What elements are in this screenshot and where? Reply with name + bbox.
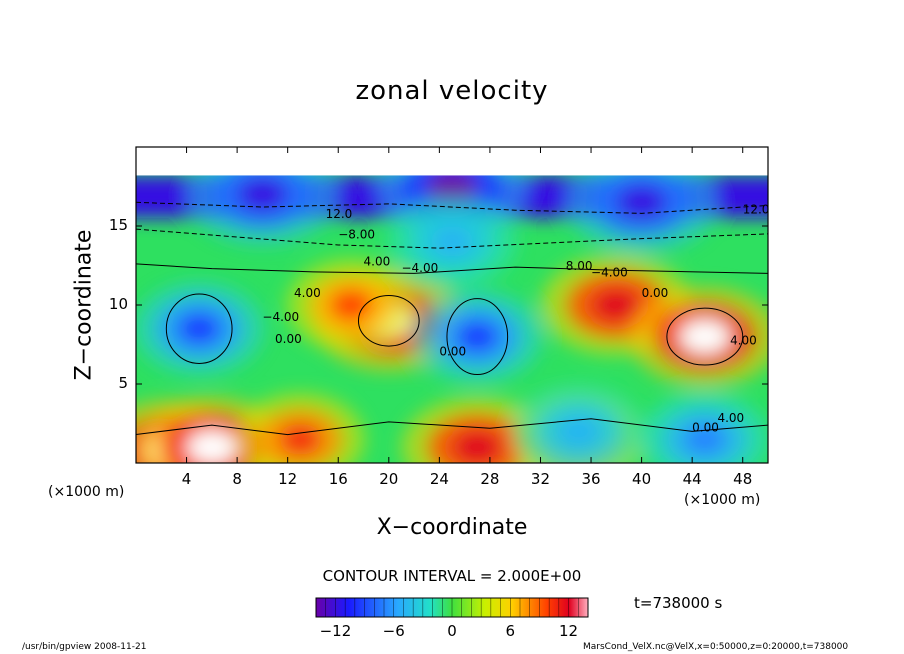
contour-interval-text: CONTOUR INTERVAL = 2.000E+00: [322, 567, 582, 585]
field-feature: [237, 177, 288, 212]
x-tick-label: 12: [278, 470, 298, 488]
field-feature: [426, 169, 478, 204]
chart-title: zonal velocity: [355, 76, 549, 106]
x-tick-label: 44: [682, 470, 702, 488]
missing-data-cap: [136, 147, 768, 176]
field-feature: [679, 319, 730, 354]
x-tick-label: 32: [530, 470, 551, 488]
field-feature: [556, 415, 601, 447]
y-tick-label: 10: [108, 295, 128, 313]
x-tick-label: 28: [480, 470, 500, 488]
x-unit-label-right: (×1000 m): [684, 492, 761, 508]
contour-line: [357, 295, 420, 347]
contour-label: 4.00: [364, 255, 391, 269]
x-tick-label: 16: [328, 470, 348, 488]
y-tick-label: 15: [108, 216, 128, 234]
x-tick-label: 20: [379, 470, 399, 488]
colorbar-tick-label: −12: [319, 622, 352, 640]
x-tick-label: 4: [181, 470, 192, 488]
y-tick-label: 5: [118, 374, 128, 392]
contour-line: [446, 298, 509, 376]
time-label: t=738000 s: [634, 594, 723, 612]
contour-line: [136, 263, 768, 274]
contour-label: 0.00: [439, 345, 466, 359]
x-tick-label: 24: [429, 470, 449, 488]
x-tick-label: 48: [733, 470, 753, 488]
plot-area: [136, 147, 768, 463]
contour-label: 0.00: [275, 332, 302, 346]
contour-label: −4.00: [401, 261, 438, 275]
contour-label: −4.00: [262, 310, 299, 324]
field-feature: [616, 185, 667, 220]
contour-label: 4.00: [717, 411, 744, 425]
colorbar-tick-label: −6: [382, 622, 405, 640]
field-feature: [452, 430, 503, 463]
x-axis-label: X−coordinate: [376, 515, 528, 540]
field-feature: [177, 313, 221, 345]
contour-label: 0.00: [642, 286, 669, 300]
contour-line: [666, 307, 744, 366]
contour-label: −4.00: [591, 266, 628, 280]
contour-label: 8.00: [566, 259, 593, 273]
field-feature: [430, 226, 474, 258]
field-feature: [278, 423, 322, 455]
x-tick-label: 8: [232, 470, 242, 488]
x-unit-label: (×1000 m): [48, 484, 125, 500]
contour-label: −8.00: [338, 228, 375, 242]
field-feature: [591, 288, 642, 322]
contour-label: 12.0: [743, 202, 770, 216]
contour-label: 0.00: [692, 420, 719, 434]
footer-right: MarsCond_VelX.nc@VelX,x=0:50000,z=0:2000…: [583, 642, 849, 652]
y-axis-label: Z−coordinate: [71, 229, 97, 381]
x-tick-label: 36: [581, 470, 601, 488]
contour-line: [136, 228, 768, 249]
colorbar-tick-label: 6: [505, 622, 516, 640]
footer-left: /usr/bin/gpview 2008-11-21: [22, 642, 147, 652]
field-feature: [455, 321, 499, 353]
contour-label: 4.00: [294, 286, 321, 300]
colorbar-tick-label: 0: [447, 622, 457, 640]
contour-line: [136, 201, 768, 214]
field-feature: [186, 430, 238, 463]
field-feature: [329, 289, 373, 321]
x-tick-label: 40: [632, 470, 652, 488]
contour-label: 4.00: [730, 334, 757, 348]
contour-label: 12.0: [326, 207, 353, 221]
colorbar-tick-label: 12: [559, 622, 579, 640]
contour-line: [136, 418, 768, 436]
contour-line: [165, 293, 233, 364]
